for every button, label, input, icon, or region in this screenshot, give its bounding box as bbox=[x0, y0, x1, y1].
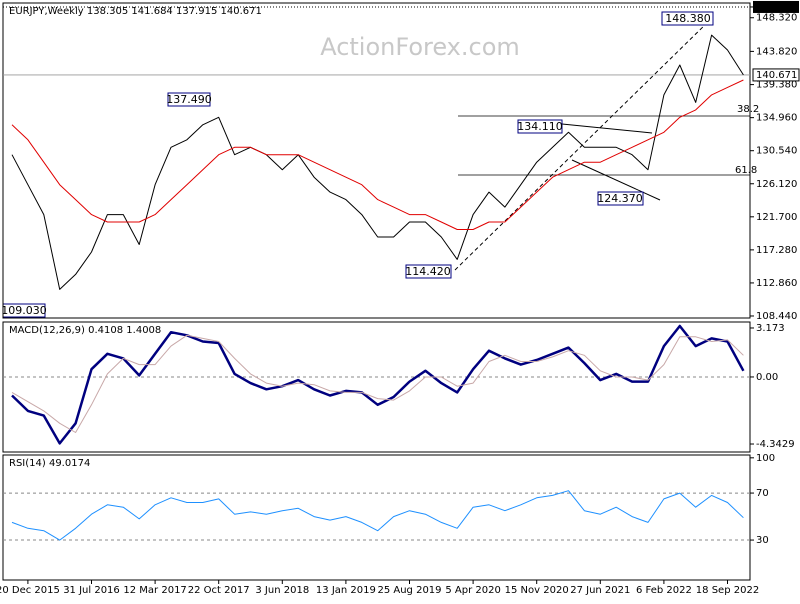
annotation: 134.110 bbox=[517, 120, 563, 133]
x-tick-label: 27 Jun 2021 bbox=[570, 585, 630, 596]
panel-frame bbox=[2, 454, 751, 581]
y-tick-label: 108.440 bbox=[756, 311, 797, 322]
y-tick-label: 121.700 bbox=[756, 212, 797, 223]
series-line bbox=[11, 324, 745, 445]
y-tick-label: 0.00 bbox=[756, 372, 778, 383]
panel-title: EURJPY,Weekly 138.305 141.684 137.915 14… bbox=[9, 6, 262, 17]
x-tick-label: 12 Mar 2017 bbox=[123, 585, 186, 596]
x-tick-label: 18 Sep 2022 bbox=[696, 585, 759, 596]
x-tick-label: 31 Jul 2016 bbox=[63, 585, 120, 596]
trend-line bbox=[454, 17, 713, 271]
annotation: 137.490 bbox=[166, 93, 212, 106]
tick-highlight bbox=[753, 0, 799, 13]
y-tick-label: 100 bbox=[756, 453, 775, 464]
panel-frame bbox=[2, 321, 751, 453]
watermark: ActionForex.com bbox=[320, 33, 520, 61]
annotation: 124.370 bbox=[597, 192, 643, 205]
x-tick-label: 20 Dec 2015 bbox=[0, 585, 60, 596]
y-tick-label: 30 bbox=[756, 535, 769, 546]
last-price-label: 140.671 bbox=[756, 70, 797, 81]
y-tick-label: 117.280 bbox=[756, 245, 797, 256]
annotation: 61.8 bbox=[735, 165, 757, 176]
y-tick-label: 139.380 bbox=[756, 80, 797, 91]
x-tick-label: 15 Nov 2020 bbox=[505, 585, 569, 596]
annotation: 148.380 bbox=[665, 12, 711, 25]
x-tick-label: 22 Oct 2017 bbox=[188, 585, 250, 596]
channel-line bbox=[571, 159, 661, 201]
panel-title: MACD(12,26,9) 0.4108 1.4008 bbox=[9, 325, 161, 336]
y-tick-label: 149.760 bbox=[756, 2, 797, 13]
channel-line bbox=[561, 123, 653, 134]
panel-frame bbox=[2, 2, 751, 319]
x-tick-label: 5 Apr 2020 bbox=[445, 585, 500, 596]
series-line bbox=[11, 490, 744, 541]
annotation-box bbox=[517, 119, 563, 134]
x-tick-label: 13 Jan 2019 bbox=[316, 585, 376, 596]
x-tick-label: 6 Feb 2022 bbox=[636, 585, 692, 596]
annotation-box bbox=[405, 264, 452, 279]
y-tick-label: 112.860 bbox=[756, 278, 797, 289]
y-tick-label: 143.820 bbox=[756, 46, 797, 57]
y-tick-label: 3.173 bbox=[756, 323, 785, 334]
y-tick-label: 70 bbox=[756, 488, 769, 499]
y-tick-label: 134.960 bbox=[756, 113, 797, 124]
x-tick-label: 3 Jun 2018 bbox=[255, 585, 309, 596]
annotation: 114.420 bbox=[405, 265, 451, 278]
panel-title: RSI(14) 49.0174 bbox=[9, 458, 90, 469]
series-line bbox=[11, 79, 744, 230]
last-price-box bbox=[752, 68, 800, 82]
annotation-box bbox=[167, 92, 211, 107]
annotation: 109.030 bbox=[1, 304, 47, 317]
y-tick-label: 148.320 bbox=[756, 13, 797, 24]
series-line bbox=[11, 34, 744, 290]
annotation: 38.2 bbox=[737, 104, 759, 115]
y-tick-label: 126.120 bbox=[756, 179, 797, 190]
series-line bbox=[11, 334, 744, 433]
annotation-box bbox=[661, 11, 714, 26]
annotation-box bbox=[597, 191, 644, 206]
y-tick-label: -4.3429 bbox=[756, 439, 795, 450]
x-tick-label: 25 Aug 2019 bbox=[377, 585, 441, 596]
y-tick-label: 130.540 bbox=[756, 146, 797, 157]
